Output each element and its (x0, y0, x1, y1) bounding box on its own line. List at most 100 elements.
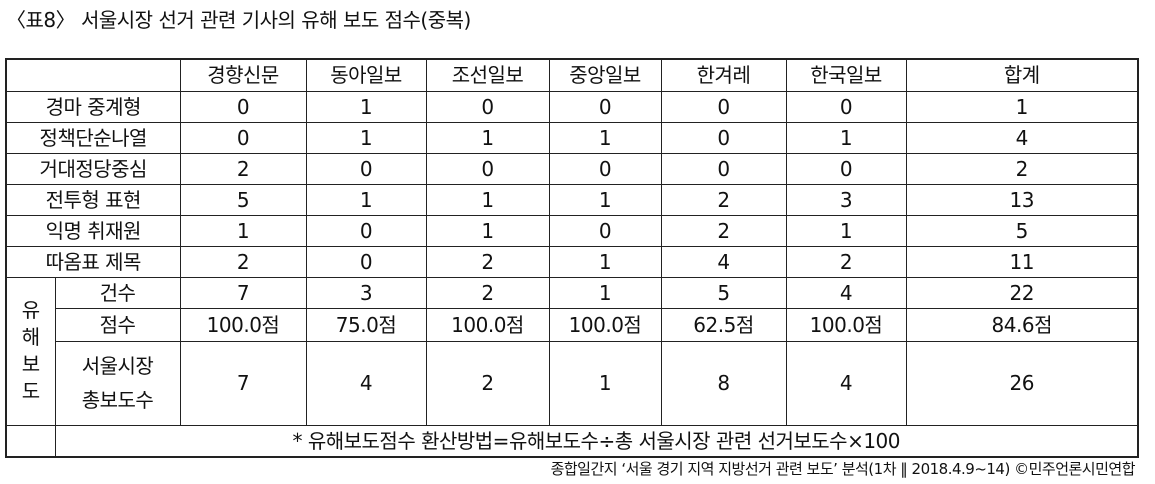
table-cell: 0 (179, 121, 307, 154)
table-row: 정책단순나열 0 1 1 1 0 1 4 (5, 121, 1139, 154)
table-row: 점수 100.0점 75.0점 100.0점 100.0점 62.5점 100.0점 84.6… (6, 307, 1139, 342)
row-label: 경마 중계형 (5, 90, 181, 123)
table-cell: 0 (425, 152, 550, 185)
table-cell: 1 (305, 121, 427, 154)
row-label: 전투형 표현 (5, 183, 181, 216)
table-cell: 0 (660, 152, 787, 185)
table-row: 유 해 보 도 건수 7 3 2 1 5 4 22 (5, 276, 1139, 426)
table-cell: 1 (548, 121, 662, 154)
source-caption: 종합일간지 ‘서울 경기 지역 지방선거 관련 보도’ 분석(1차 ‖ 2018… (550, 460, 1136, 478)
row-label-line: 서울시장 (81, 354, 154, 378)
table-cell: 11 (905, 245, 1139, 278)
table-cell: 1 (905, 90, 1139, 123)
table-cell: 2 (785, 245, 907, 278)
note-spacer (5, 424, 56, 458)
table-cell: 1 (305, 90, 427, 123)
table-cell: 13 (905, 183, 1139, 216)
table-cell: 1 (425, 121, 550, 154)
table-cell: 26 (905, 340, 1139, 426)
row-label: 따옴표 제목 (5, 245, 181, 278)
table-cell: 2 (660, 214, 787, 247)
table-cell: 22 (905, 276, 1139, 309)
group-label-char: 도 (21, 379, 40, 403)
table-cell: 0 (179, 90, 307, 123)
table-cell: 4 (660, 245, 787, 278)
column-header: 조선일보 (425, 58, 550, 92)
table-cell: 4 (905, 121, 1139, 154)
table-cell: 3 (785, 183, 907, 216)
table-cell: 3 (305, 276, 427, 309)
column-header: 한겨레 (660, 58, 787, 92)
corner-cell (5, 58, 181, 92)
table-cell: 0 (785, 90, 907, 123)
table-cell: 1 (548, 245, 662, 278)
table-cell: 4 (785, 276, 907, 309)
table-cell: 0 (305, 152, 427, 185)
harmful-report-score-table: 경향신문 동아일보 조선일보 중앙일보 한겨레 한국일보 합계 경마 중계형 0 1… (5, 58, 1139, 458)
table-cell: 0 (548, 214, 662, 247)
row-label-line: 총보도수 (81, 388, 154, 412)
table-cell: 0 (305, 245, 427, 278)
table-cell: 62.5점 (660, 307, 787, 342)
table-cell: 1 (548, 340, 662, 426)
table-title: 〈표8〉 서울시장 선거 관련 기사의 유해 보도 점수(중복) (6, 8, 471, 32)
table-cell: 2 (179, 245, 307, 278)
table-cell: 0 (548, 152, 662, 185)
table-cell: 5 (905, 214, 1139, 247)
group-label-char: 유 (21, 298, 40, 322)
row-label: 익명 취재원 (5, 214, 181, 247)
header-row: 경향신문 동아일보 조선일보 중앙일보 한겨레 한국일보 합계 (5, 58, 1139, 92)
note-row: * 유해보도점수 환산방법=유해보도수÷총 서울시장 관련 선거보도수×100 (5, 424, 1139, 458)
table-cell: 0 (425, 90, 550, 123)
row-label: 점수 (54, 307, 181, 342)
table-cell: 100.0점 (179, 307, 307, 342)
table-cell: 4 (305, 340, 427, 426)
column-header: 경향신문 (179, 58, 307, 92)
table-cell: 2 (660, 183, 787, 216)
table-cell: 8 (660, 340, 787, 426)
column-header: 합계 (905, 58, 1139, 92)
column-header: 동아일보 (305, 58, 427, 92)
table-cell: 100.0점 (425, 307, 550, 342)
table-cell: 2 (179, 152, 307, 185)
group-label-char: 해 (21, 325, 40, 349)
table-cell: 1 (425, 183, 550, 216)
table-cell: 5 (179, 183, 307, 216)
table-row: 익명 취재원 1 0 1 0 2 1 5 (5, 214, 1139, 247)
table-cell: 1 (548, 276, 662, 309)
table-cell: 7 (179, 276, 307, 309)
table-cell: 100.0점 (548, 307, 662, 342)
row-label: 건수 (54, 276, 181, 309)
calculation-note: * 유해보도점수 환산방법=유해보도수÷총 서울시장 관련 선거보도수×100 (54, 424, 1139, 458)
table-cell: 1 (785, 121, 907, 154)
group-label-char: 보 (21, 352, 40, 376)
table-row: 따옴표 제목 2 0 2 1 4 2 11 (5, 245, 1139, 278)
table-cell: 4 (785, 340, 907, 426)
table-cell: 75.0점 (305, 307, 427, 342)
table-cell: 0 (785, 152, 907, 185)
table-cell: 1 (179, 214, 307, 247)
table-cell: 2 (425, 276, 550, 309)
table-cell: 0 (660, 90, 787, 123)
table-cell: 0 (305, 214, 427, 247)
table-cell: 1 (785, 214, 907, 247)
table-cell: 1 (305, 183, 427, 216)
column-header: 중앙일보 (548, 58, 662, 92)
table-cell: 1 (548, 183, 662, 216)
table-cell: 2 (905, 152, 1139, 185)
table-cell: 1 (425, 214, 550, 247)
table-cell: 2 (425, 340, 550, 426)
table-cell: 5 (660, 276, 787, 309)
table-cell: 0 (660, 121, 787, 154)
table-cell: 7 (179, 340, 307, 426)
table-row: 경마 중계형 0 1 0 0 0 0 1 (5, 90, 1139, 123)
table-cell: 0 (548, 90, 662, 123)
table-row: 전투형 표현 5 1 1 1 2 3 13 (5, 183, 1139, 216)
table-cell: 2 (425, 245, 550, 278)
row-label: 정책단순나열 (5, 121, 181, 154)
table-cell: 84.6점 (905, 307, 1139, 342)
table-row: 거대정당중심 2 0 0 0 0 0 2 (5, 152, 1139, 185)
column-header: 한국일보 (785, 58, 907, 92)
